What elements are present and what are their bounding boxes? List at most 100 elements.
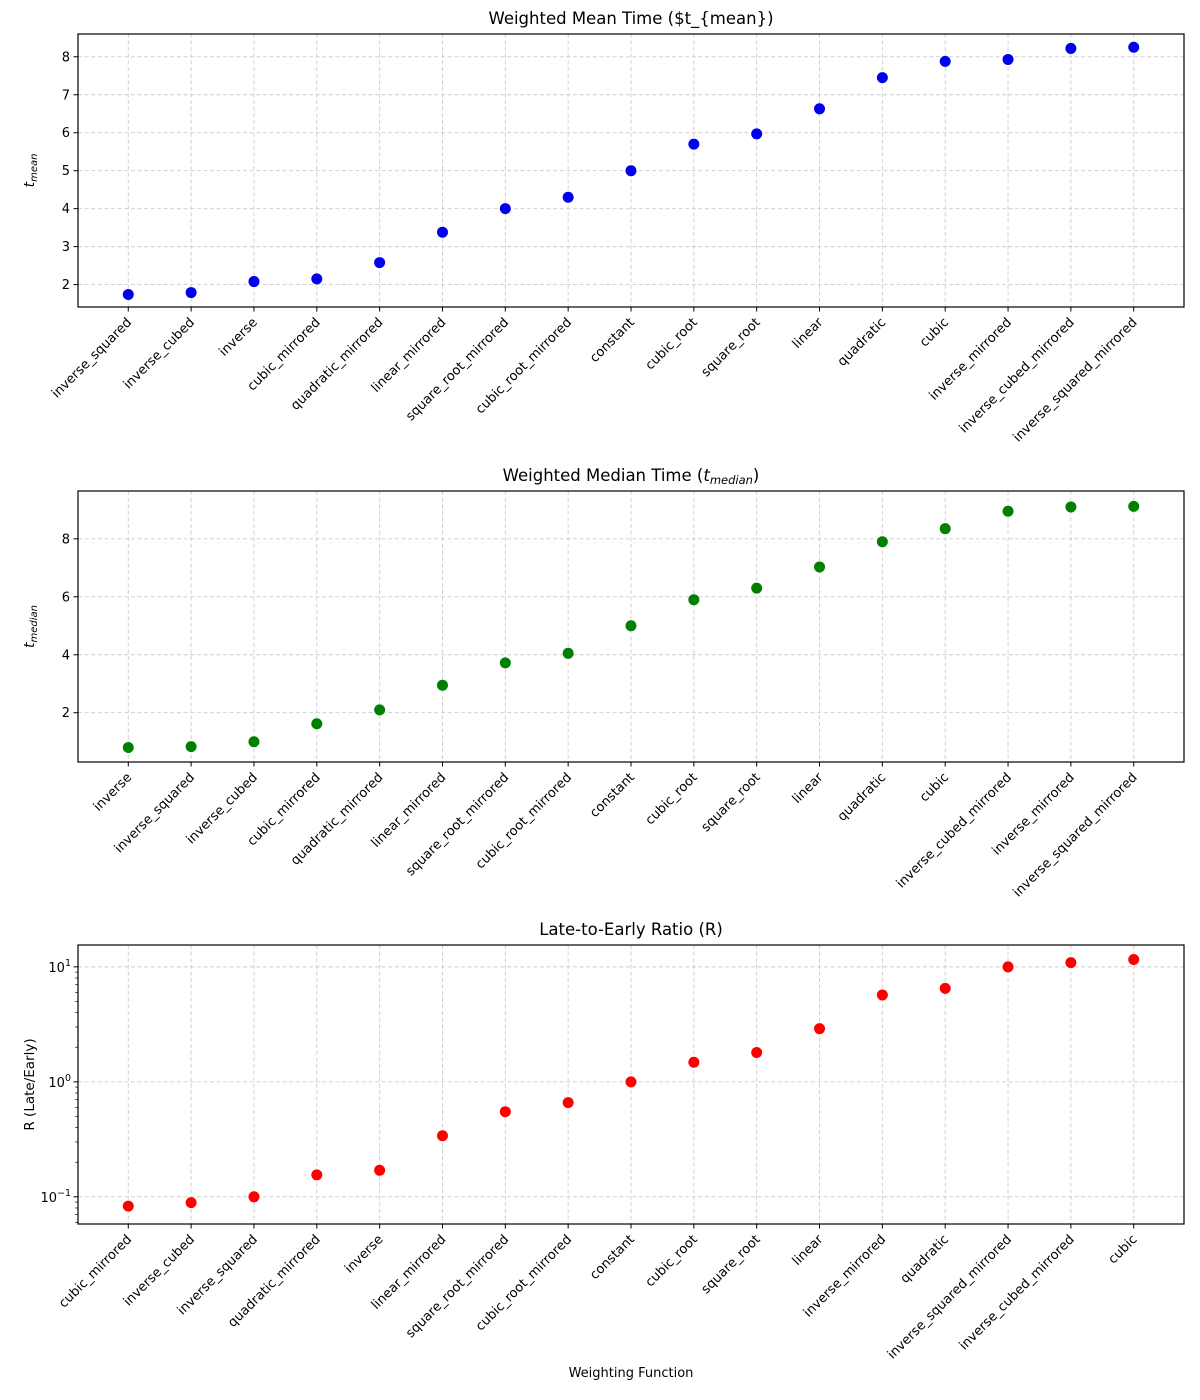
data-point	[625, 1076, 637, 1088]
plot-border	[77, 490, 1185, 763]
x-tick-label: cubic_root	[643, 315, 701, 373]
chart-title: Weighted Mean Time ($t_{mean})	[488, 9, 773, 29]
y-tick-label: 2	[62, 278, 70, 293]
data-point	[122, 742, 134, 754]
data-point	[1128, 953, 1140, 965]
data-point	[625, 620, 637, 632]
data-point	[1002, 53, 1014, 65]
x-tick-label: cubic_root	[643, 770, 701, 828]
data-point	[374, 257, 386, 269]
x-tick-label: quadratic	[898, 1232, 952, 1286]
data-point	[625, 165, 637, 177]
y-axis-title: tmean	[22, 154, 40, 188]
x-tick-label: square_root	[699, 770, 764, 835]
data-point	[562, 191, 574, 203]
data-point	[122, 1200, 134, 1212]
data-point	[1065, 501, 1077, 513]
x-tick-label: cubic	[917, 315, 952, 350]
data-point	[1128, 41, 1140, 53]
x-tick-label: cubic	[917, 770, 952, 805]
data-point	[876, 989, 888, 1001]
data-point	[751, 582, 763, 594]
data-point	[939, 523, 951, 535]
data-point	[311, 718, 323, 730]
x-tick-label: cubic	[1106, 1232, 1141, 1267]
data-point	[814, 561, 826, 573]
data-point	[939, 55, 951, 67]
x-tick-label: quadratic	[835, 770, 889, 824]
x-tick-label: linear	[790, 315, 827, 352]
x-tick-label: square_root_mirrored	[403, 315, 512, 424]
data-point	[1128, 500, 1140, 512]
x-tick-label: inverse_squared_mirrored	[885, 1232, 1015, 1362]
x-tick-label: inverse_cubed_mirrored	[957, 315, 1078, 436]
y-tick-label: 4	[62, 648, 70, 663]
data-point	[248, 736, 260, 748]
data-point	[562, 647, 574, 659]
y-tick-label: 3	[62, 240, 70, 255]
data-point	[311, 1169, 323, 1181]
x-tick-label: inverse	[91, 770, 135, 814]
chart-title: Late-to-Early Ratio (R)	[539, 920, 723, 939]
x-axis-label: Weighting Function	[568, 1366, 694, 1381]
data-point	[374, 704, 386, 716]
data-point	[562, 1097, 574, 1109]
x-tick-label: linear	[790, 770, 827, 807]
x-tick-label: inverse	[342, 1232, 386, 1276]
data-point	[122, 288, 134, 300]
weighted-median-time-chart: 2468inverseinverse_squaredinverse_cubedc…	[22, 466, 1185, 900]
y-tick-label: 8	[62, 50, 70, 65]
y-tick-label: 6	[62, 590, 70, 605]
x-tick-label: cubic_root	[643, 1232, 701, 1290]
data-point	[248, 276, 260, 288]
x-tick-label: inverse	[216, 315, 260, 359]
data-point	[814, 103, 826, 115]
data-point	[436, 679, 448, 691]
data-point	[499, 1106, 511, 1118]
data-point	[185, 287, 197, 299]
y-tick-label: 2	[62, 706, 70, 721]
plot-border	[77, 33, 1185, 308]
data-point	[499, 657, 511, 669]
x-tick-label: quadratic	[835, 315, 889, 369]
y-tick-label: 7	[62, 88, 70, 103]
y-tick-label: 101	[48, 958, 71, 976]
data-point	[876, 72, 888, 84]
data-point	[688, 138, 700, 150]
data-point	[185, 1197, 197, 1209]
data-point	[374, 1164, 386, 1176]
data-point	[876, 536, 888, 548]
x-tick-label: square_root	[699, 315, 764, 380]
x-tick-label: constant	[587, 1232, 638, 1283]
data-point	[311, 273, 323, 285]
data-point	[814, 1023, 826, 1035]
x-tick-label: inverse_squared_mirrored	[1011, 770, 1141, 900]
data-point	[751, 1046, 763, 1058]
x-tick-label: square_root_mirrored	[403, 770, 512, 879]
data-point	[185, 741, 197, 753]
data-point	[1002, 505, 1014, 517]
x-tick-label: square_root	[699, 1232, 764, 1297]
data-point	[1065, 42, 1077, 54]
data-point	[248, 1191, 260, 1203]
x-tick-label: inverse_squared	[49, 315, 135, 401]
plot-border	[77, 944, 1185, 1225]
x-tick-label: inverse_cubed_mirrored	[894, 770, 1015, 891]
data-point	[499, 203, 511, 215]
x-tick-label: inverse_cubed_mirrored	[957, 1232, 1078, 1353]
y-tick-label: 100	[48, 1073, 71, 1091]
x-tick-label: constant	[587, 770, 638, 821]
data-point	[436, 226, 448, 238]
data-point	[751, 128, 763, 140]
data-point	[1065, 957, 1077, 969]
y-tick-label: 4	[62, 202, 70, 217]
x-tick-label: linear	[790, 1232, 827, 1269]
y-tick-label: 10−1	[40, 1188, 71, 1206]
x-tick-label: constant	[587, 315, 638, 366]
late-to-early-ratio-chart: 10−1100101cubic_mirroredinverse_cubedinv…	[22, 920, 1185, 1362]
y-axis-title: R (Late/Early)	[22, 1038, 38, 1130]
data-point	[1002, 961, 1014, 973]
y-tick-label: 6	[62, 126, 70, 141]
